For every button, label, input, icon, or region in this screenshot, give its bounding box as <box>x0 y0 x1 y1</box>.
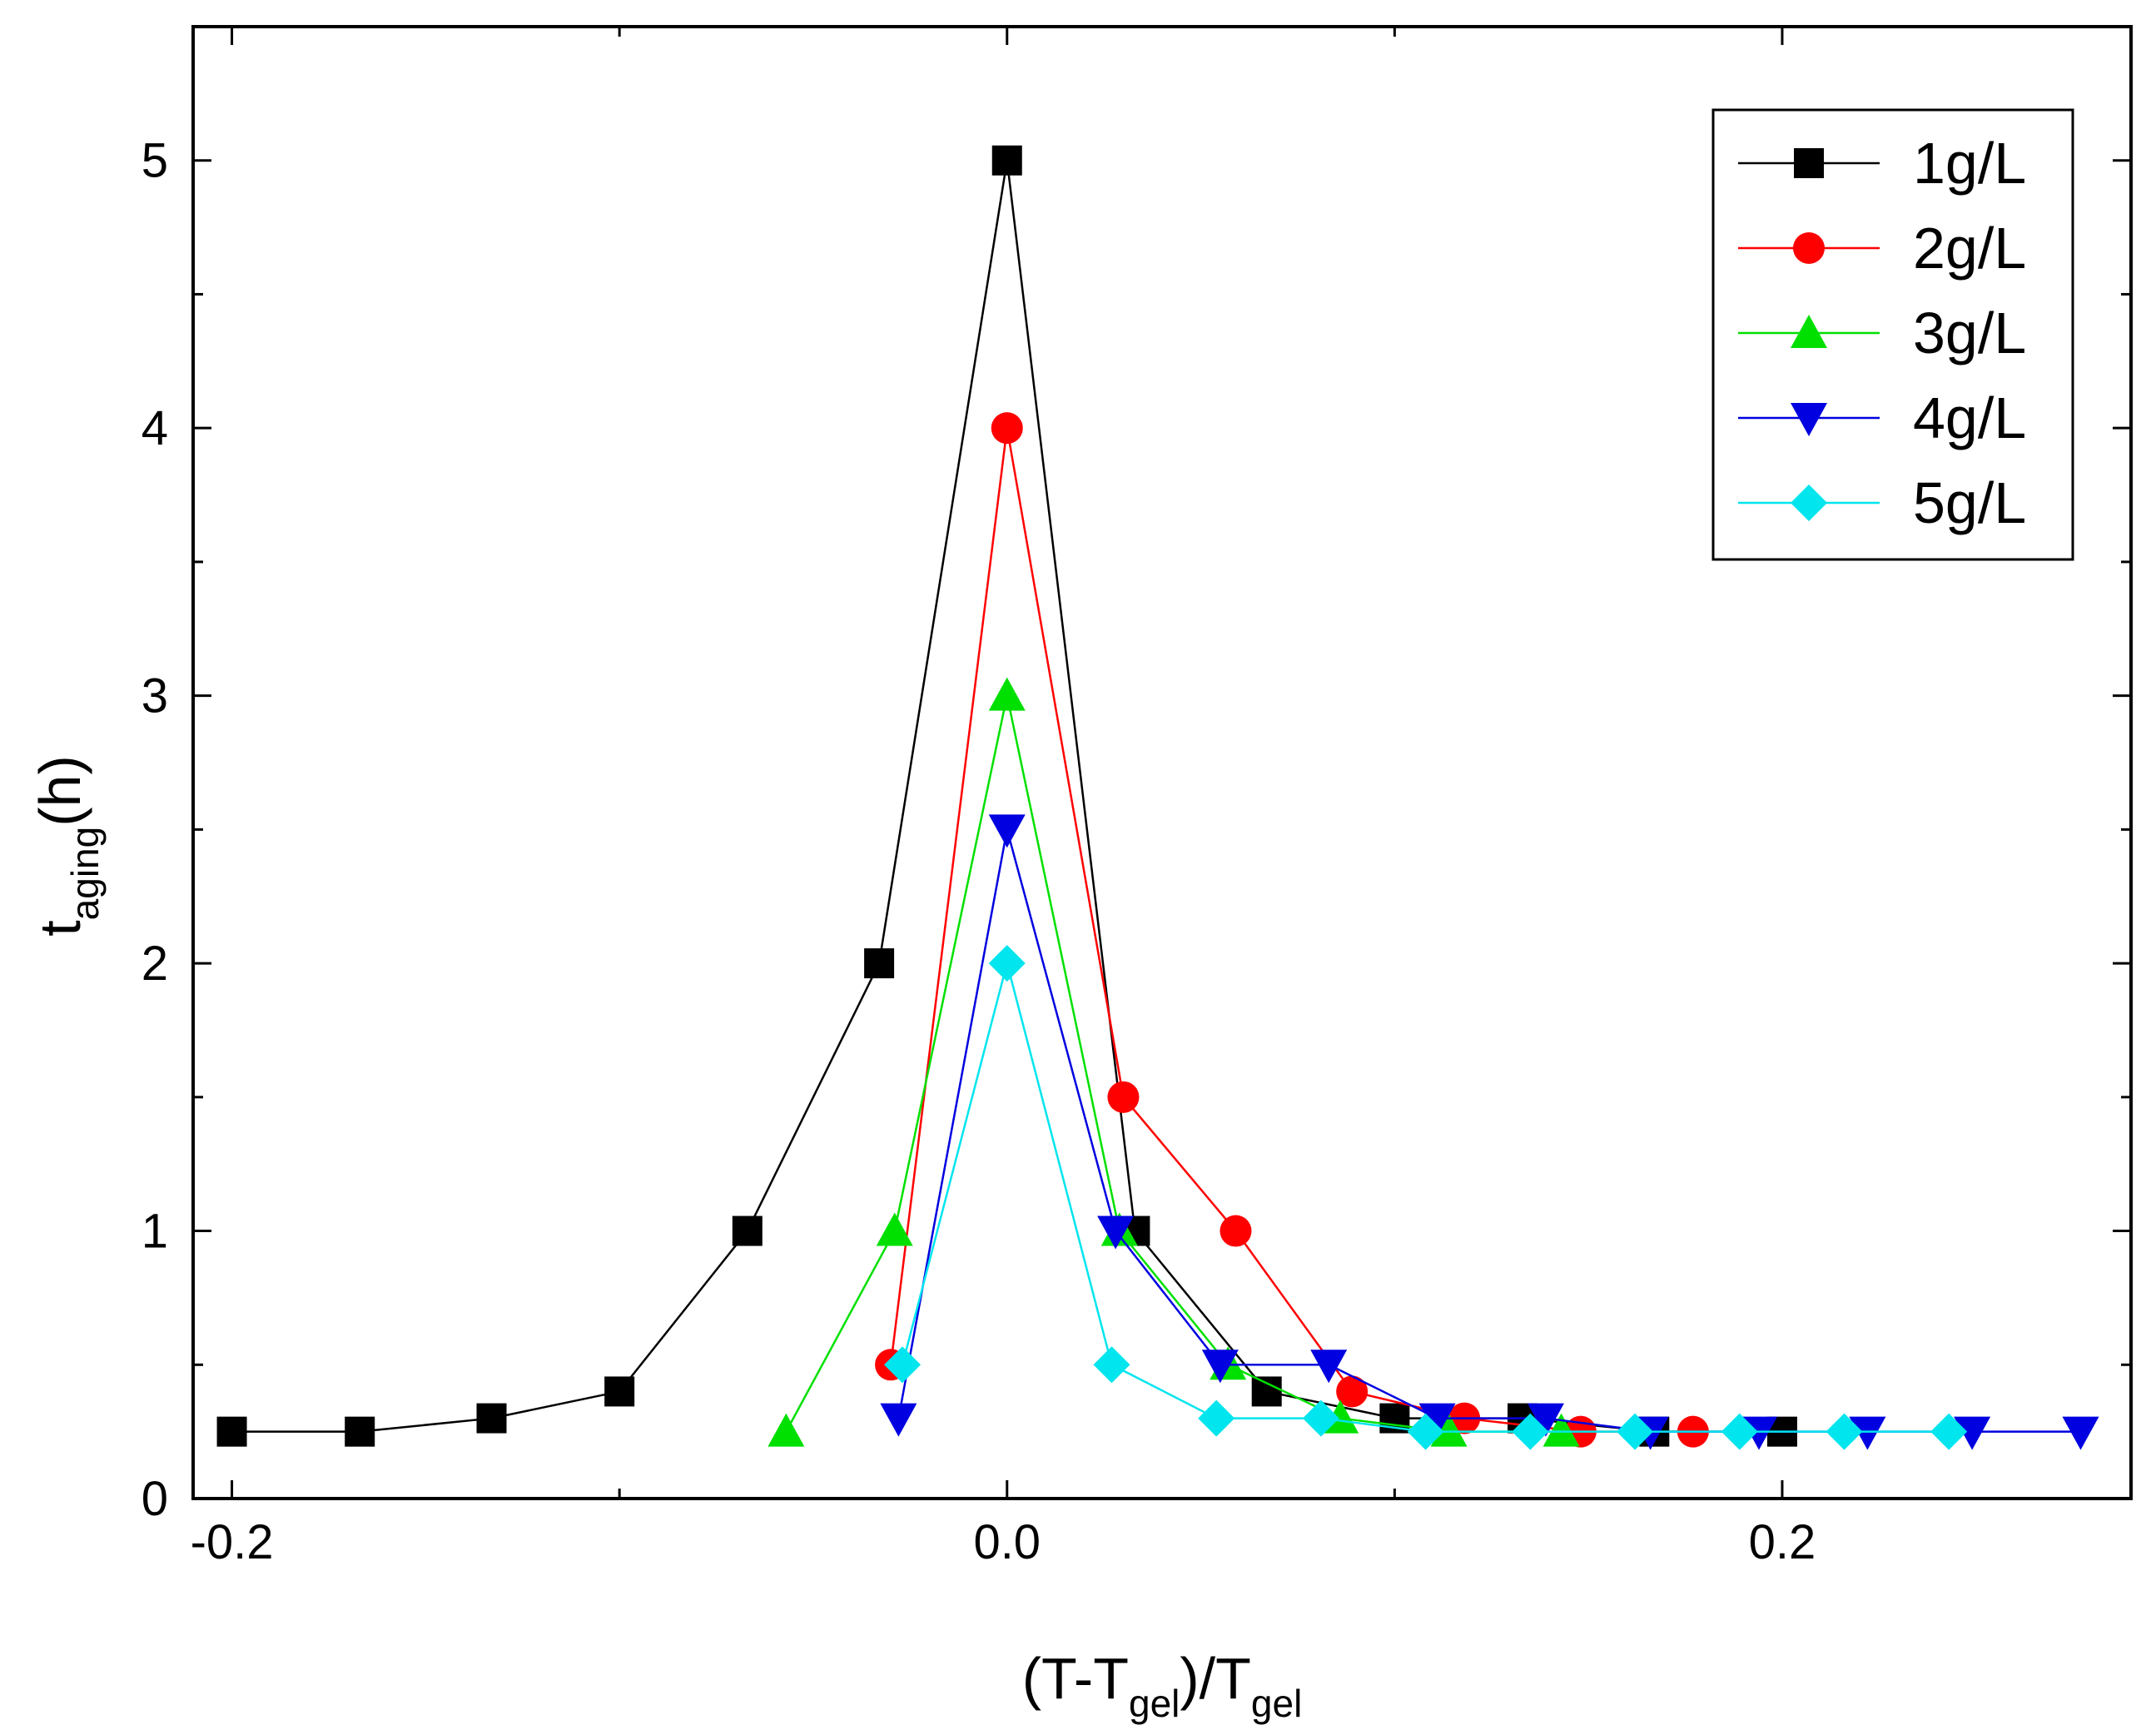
data-point <box>604 1376 635 1407</box>
legend-marker <box>1791 485 1827 521</box>
data-point <box>1093 1346 1130 1384</box>
legend-label: 3g/L <box>1913 301 2026 365</box>
data-point <box>476 1403 507 1434</box>
axis-ticks: -0.2 0.0 0.2 0 1 2 3 4 5 <box>142 25 2131 1569</box>
legend-label: 5g/L <box>1913 470 2026 535</box>
data-point <box>345 1416 375 1447</box>
y-tick-label: 4 <box>142 401 168 455</box>
legend-marker <box>1794 148 1824 178</box>
data-point <box>864 948 895 979</box>
legend-box <box>1711 108 2074 561</box>
legend-marker <box>1793 232 1825 264</box>
data-point <box>1542 1413 1580 1447</box>
y-axis-label: taging(h) <box>27 755 107 937</box>
series-2g-per-L <box>875 412 1709 1448</box>
x-tick-label: -0.2 <box>191 1515 274 1569</box>
data-point <box>1220 1215 1252 1247</box>
data-point <box>1336 1375 1369 1408</box>
data-point <box>1407 1413 1444 1450</box>
data-point <box>1251 1376 1282 1407</box>
data-point <box>988 814 1026 848</box>
x-tick-label: 0.2 <box>1749 1515 1816 1569</box>
series-line <box>231 160 1782 1433</box>
data-point <box>1097 1215 1135 1250</box>
series-4g-per-L <box>880 814 2099 1450</box>
data-point <box>991 412 1023 445</box>
legend-marker <box>1791 403 1827 436</box>
data-point <box>1617 1413 1654 1450</box>
data-point <box>1721 1413 1758 1450</box>
data-point <box>1302 1399 1339 1437</box>
legend-label: 4g/L <box>1913 385 2026 450</box>
data-point <box>1930 1413 1968 1450</box>
x-axis-label: (T-Tgel)/Tgel <box>1022 1646 1303 1725</box>
data-point <box>1512 1413 1549 1450</box>
data-point <box>991 145 1022 176</box>
series-5g-per-L <box>884 945 1968 1450</box>
data-point <box>768 1413 805 1447</box>
series-line <box>897 829 2081 1433</box>
data-point <box>216 1416 247 1447</box>
data-point <box>1826 1413 1863 1450</box>
series-3g-per-L <box>768 677 1580 1447</box>
y-tick-label: 3 <box>142 669 168 723</box>
y-tick-label: 0 <box>142 1472 168 1526</box>
series-layer <box>216 145 2099 1450</box>
data-point <box>732 1215 763 1246</box>
y-tick-label: 2 <box>142 937 168 991</box>
series-line <box>785 695 1562 1433</box>
data-point <box>1527 1403 1564 1437</box>
data-point <box>1198 1399 1235 1437</box>
legend-label: 2g/L <box>1913 216 2026 281</box>
data-point <box>1310 1350 1348 1384</box>
data-point <box>884 1346 922 1384</box>
plot-frame <box>191 25 2133 1500</box>
data-point <box>1849 1416 1886 1450</box>
data-point <box>876 1212 913 1246</box>
data-point <box>2062 1416 2099 1450</box>
legend-label: 1g/L <box>1913 131 2026 196</box>
x-tick-label: 0.0 <box>973 1515 1041 1569</box>
data-point <box>1418 1403 1456 1437</box>
data-point <box>1201 1350 1239 1384</box>
data-point <box>988 945 1026 982</box>
data-point <box>988 677 1026 711</box>
series-line <box>901 959 1950 1433</box>
legend: 1g/L 2g/L 3g/L 4g/L 5g/L <box>1711 108 2074 561</box>
series-line <box>889 427 1693 1433</box>
y-tick-label: 1 <box>142 1205 168 1259</box>
y-tick-label: 5 <box>142 134 168 188</box>
legend-marker <box>1791 315 1827 348</box>
data-point <box>1430 1413 1468 1447</box>
data-point <box>880 1403 917 1437</box>
series-1g-per-L <box>216 145 1797 1447</box>
data-point <box>1107 1081 1140 1113</box>
data-point <box>1954 1416 1991 1450</box>
